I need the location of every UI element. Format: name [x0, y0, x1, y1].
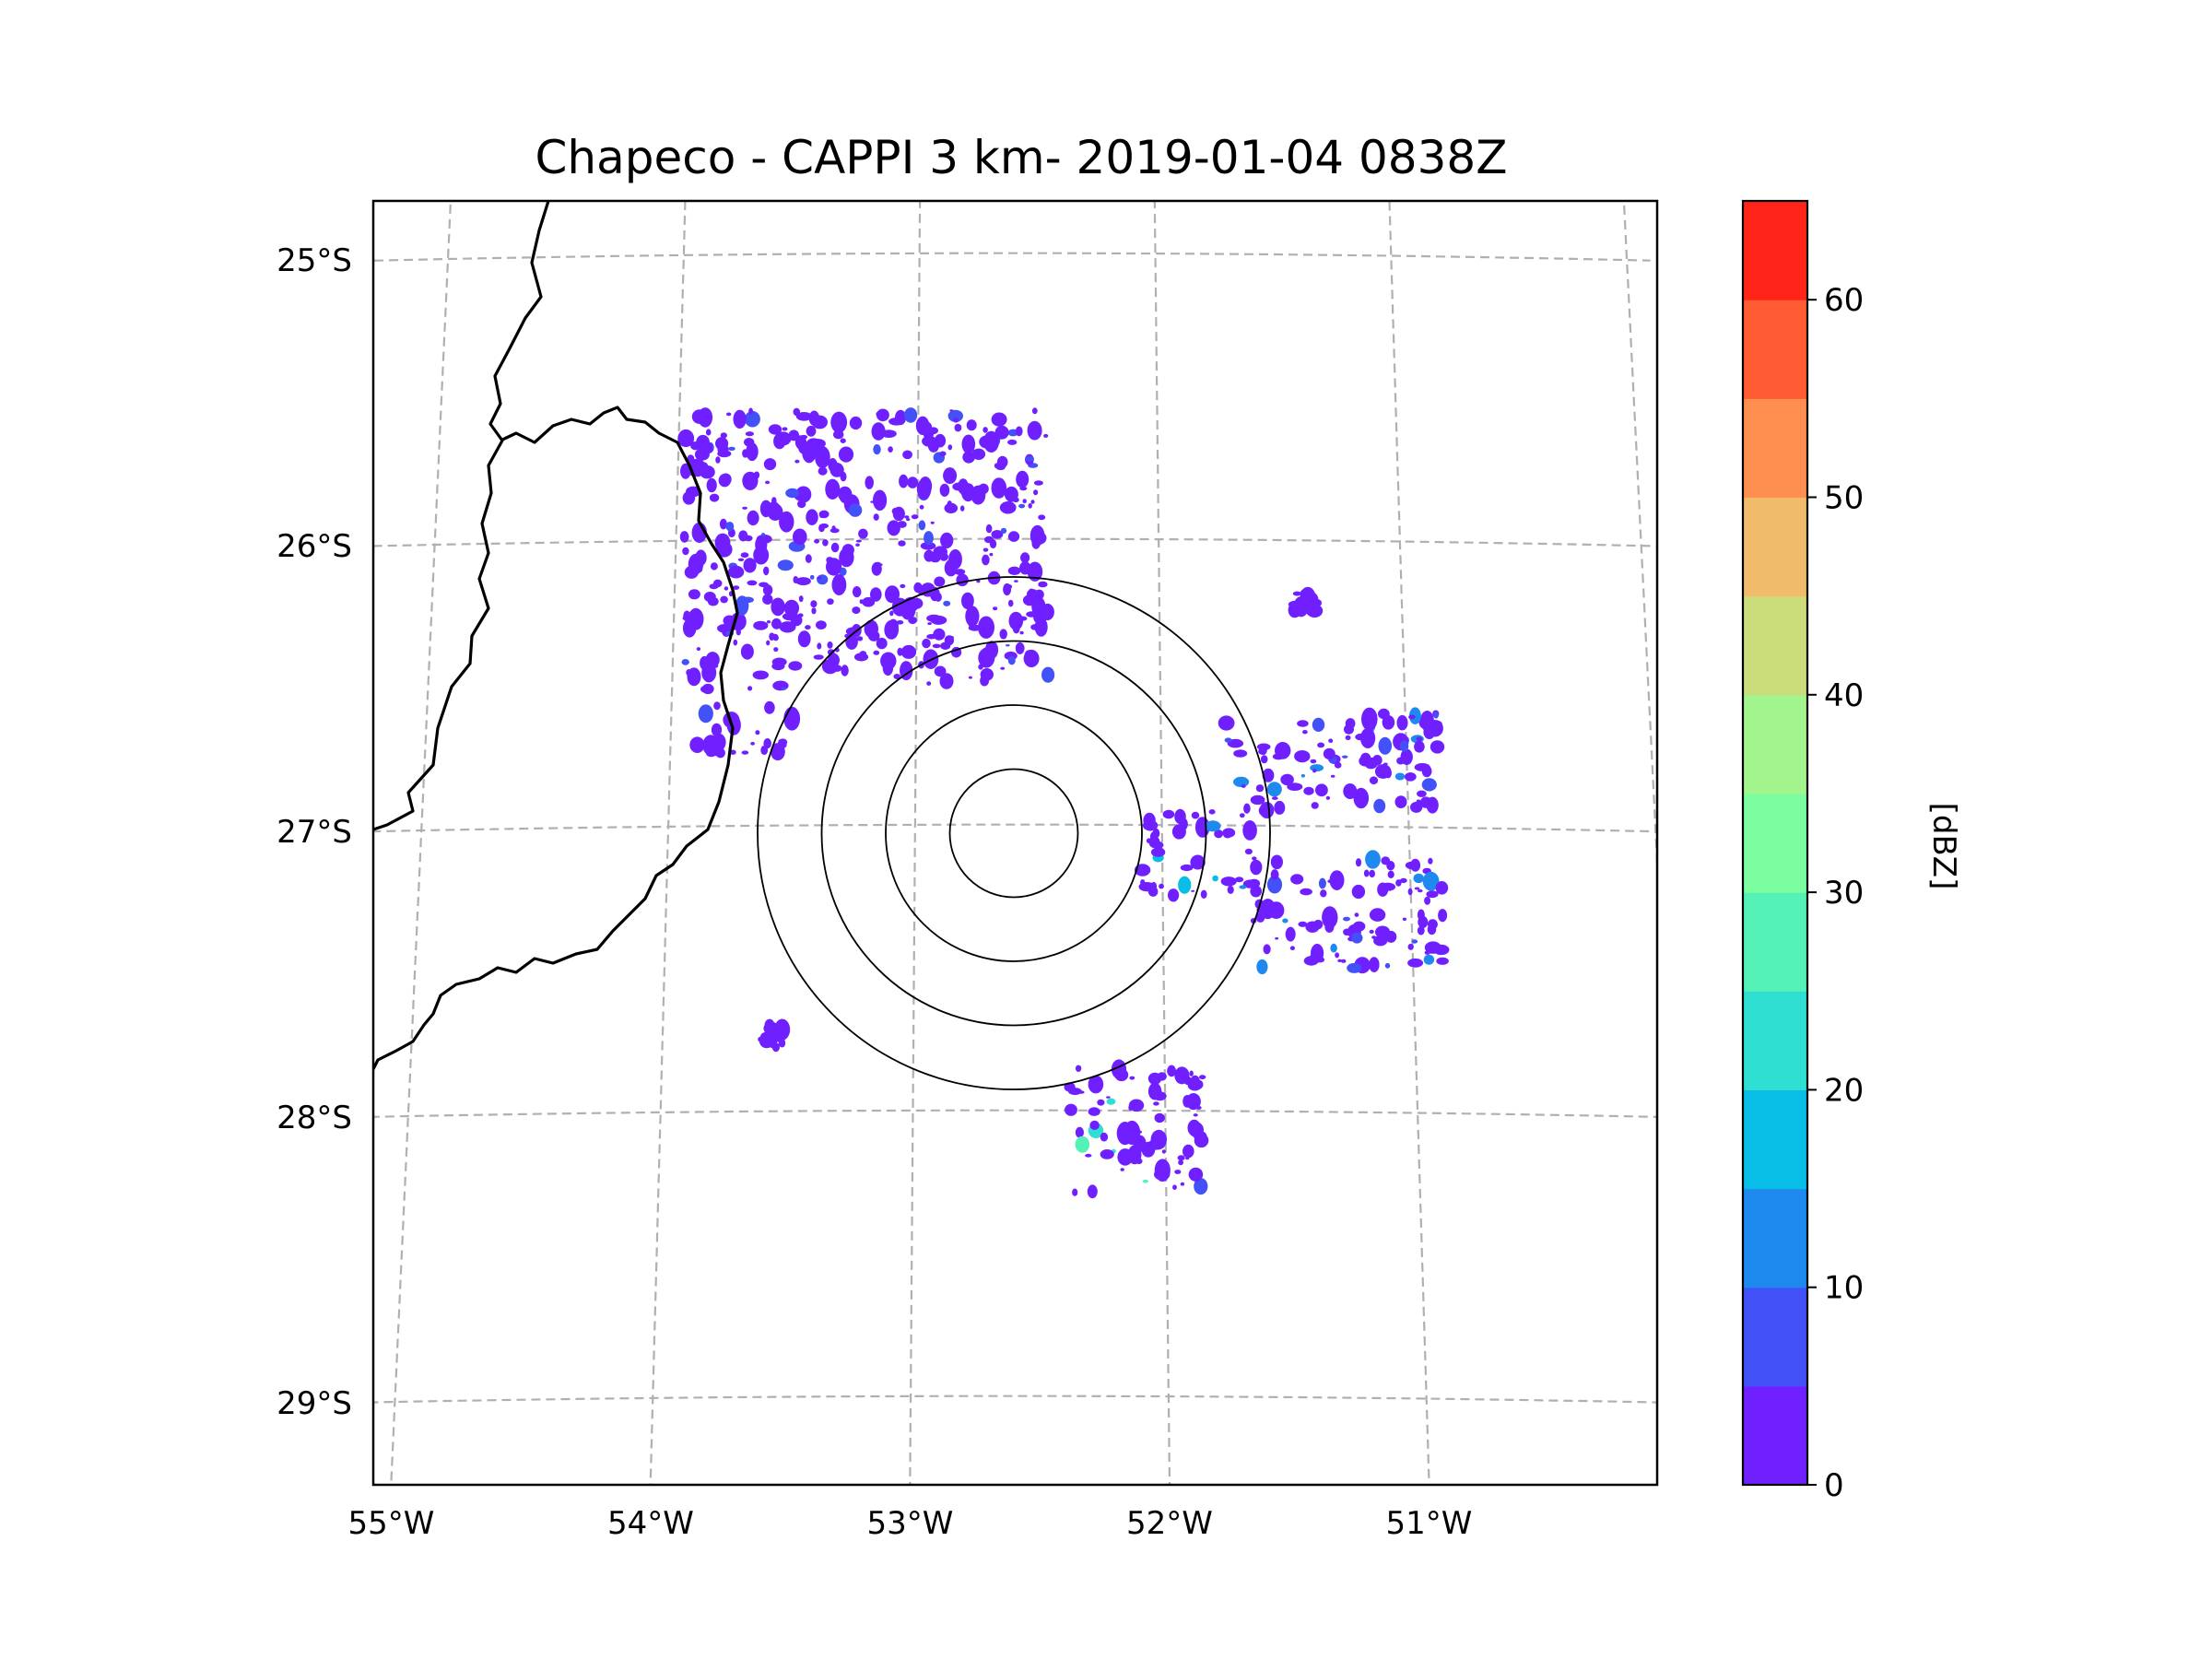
y-axis-ticks: 25°S 26°S 27°S 28°S 29°S: [276, 242, 352, 1422]
parallel-line: [373, 537, 1657, 547]
state-borders: [373, 201, 739, 1070]
echo-region: [1218, 707, 1445, 818]
echo-region: [758, 1018, 791, 1053]
y-tick-label: 25°S: [276, 242, 352, 279]
parallel-line: [373, 823, 1657, 833]
echo-region: [1250, 850, 1450, 975]
colorbar-segment: [1743, 398, 1807, 499]
colorbar-segment: [1743, 1188, 1807, 1288]
echo-region: [1064, 1059, 1209, 1199]
map-area: [373, 201, 1657, 1485]
colorbar-tick-label: 30: [1824, 875, 1864, 912]
colorbar-tick-label: 20: [1824, 1072, 1864, 1109]
colorbar-segment: [1743, 300, 1807, 399]
colorbar-tick-label: 60: [1824, 282, 1864, 319]
colorbar-tick-label: 40: [1824, 677, 1864, 714]
x-axis-ticks: 55°W 54°W 53°W 52°W 51°W: [347, 1505, 1472, 1542]
colorbar-segment: [1743, 497, 1807, 597]
x-tick-label: 51°W: [1385, 1505, 1472, 1542]
y-tick-label: 28°S: [276, 1100, 352, 1136]
colorbar-segment: [1743, 595, 1807, 696]
santa-catarina-parana-border: [373, 406, 739, 1070]
y-tick-label: 29°S: [276, 1385, 352, 1422]
range-rings: [757, 576, 1271, 1090]
reflectivity-echoes: [677, 407, 1450, 1199]
x-tick-label: 55°W: [347, 1505, 434, 1542]
colorbar: 0 10 20 30 40 50 60: [1741, 199, 1864, 1504]
map-frame: [371, 199, 1659, 1487]
y-tick-label: 27°S: [276, 814, 352, 851]
meridian-line: [909, 201, 922, 1485]
colorbar-tick-label: 0: [1824, 1467, 1844, 1504]
graticule-grid: [373, 201, 1657, 1485]
colorbar-segment: [1743, 991, 1807, 1090]
colorbar-segment: [1743, 201, 1807, 300]
x-tick-label: 53°W: [866, 1505, 953, 1542]
range-ring: [757, 576, 1271, 1090]
argentina-brazil-border: [373, 201, 550, 831]
colorbar-tick-label: 50: [1824, 480, 1864, 517]
colorbar-segment: [1743, 793, 1807, 893]
chart-title: Chapeco - CAPPI 3 km- 2019-01-04 0838Z: [535, 131, 1508, 184]
y-tick-label: 26°S: [276, 528, 352, 565]
x-tick-label: 52°W: [1126, 1505, 1213, 1542]
echo-region: [677, 407, 1055, 689]
colorbar-label: [dBZ]: [1925, 803, 1962, 890]
colorbar-tick-label: 10: [1824, 1270, 1864, 1307]
colorbar-frame: [1741, 199, 1809, 1487]
range-ring: [820, 640, 1207, 1027]
parallel-line: [373, 252, 1651, 262]
echo-region: [1288, 586, 1324, 618]
range-ring: [948, 768, 1079, 899]
colorbar-segment: [1743, 1287, 1807, 1387]
x-tick-label: 54°W: [607, 1505, 694, 1542]
parallel-line: [373, 1394, 1657, 1404]
colorbar-segment: [1743, 1385, 1807, 1486]
echo-region: [689, 680, 801, 761]
range-ring: [885, 704, 1143, 962]
colorbar-segment: [1743, 694, 1807, 794]
colorbar-segment: [1743, 892, 1807, 992]
colorbar-segment: [1743, 1089, 1807, 1190]
